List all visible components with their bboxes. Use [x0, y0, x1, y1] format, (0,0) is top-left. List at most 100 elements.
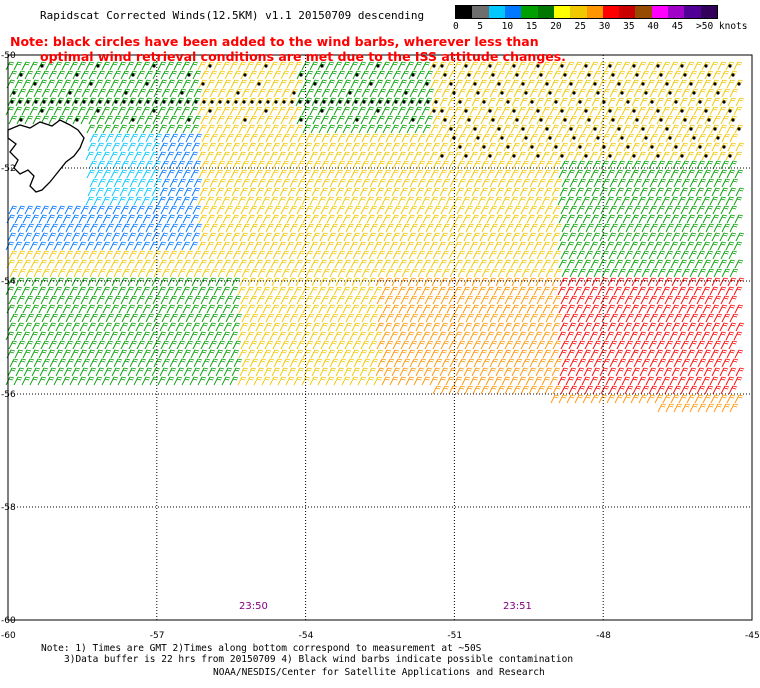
wind-barb	[125, 151, 135, 161]
wind-barb	[526, 349, 536, 359]
wind-barb	[287, 187, 297, 197]
wind-barb	[593, 313, 603, 323]
wind-barb	[17, 268, 27, 278]
wind-barb	[672, 385, 682, 395]
wind-barb	[289, 268, 299, 278]
wind-barb	[713, 178, 723, 188]
wind-barb	[681, 133, 691, 143]
wind-barb	[541, 331, 551, 341]
wind-barb	[329, 88, 339, 98]
wind-barb	[135, 367, 145, 377]
wind-barb	[319, 367, 329, 377]
wind-barb	[553, 223, 563, 233]
contamination-marker	[620, 136, 624, 140]
wind-barb	[96, 70, 106, 80]
wind-barb	[535, 322, 545, 332]
wind-barb	[463, 232, 473, 242]
wind-barb	[529, 358, 539, 368]
wind-barb	[238, 304, 248, 314]
wind-barb	[72, 295, 82, 305]
wind-barb	[85, 61, 95, 71]
wind-barb	[673, 223, 683, 233]
wind-barb	[136, 70, 146, 80]
wind-barb	[607, 187, 617, 197]
wind-barb	[521, 133, 531, 143]
wind-barb	[703, 142, 713, 152]
wind-barb	[503, 187, 513, 197]
wind-barb	[447, 142, 457, 152]
wind-barb	[14, 304, 24, 314]
wind-barb	[88, 295, 98, 305]
wind-barb	[134, 124, 144, 134]
wind-barb	[425, 178, 435, 188]
contamination-marker	[716, 136, 720, 140]
wind-barb	[561, 88, 571, 98]
wind-barb	[72, 115, 82, 125]
wind-barb	[103, 322, 113, 332]
contamination-marker	[314, 100, 318, 104]
contamination-marker	[548, 136, 552, 140]
wind-barb	[581, 106, 591, 116]
wind-barb	[623, 232, 633, 242]
wind-barb	[488, 205, 498, 215]
contamination-marker	[512, 109, 516, 113]
wind-barb	[662, 79, 672, 89]
wind-barb	[406, 79, 416, 89]
wind-barb	[678, 214, 688, 224]
wind-barb	[678, 79, 688, 89]
lon-label: -48	[596, 631, 611, 641]
contamination-marker	[130, 100, 134, 104]
wind-barb	[486, 79, 496, 89]
wind-barb	[153, 268, 163, 278]
wind-barb	[437, 61, 447, 71]
wind-barb	[695, 97, 705, 107]
contamination-marker	[620, 91, 624, 95]
wind-barb	[598, 304, 608, 314]
wind-barb	[541, 286, 551, 296]
wind-barb	[385, 88, 395, 98]
wind-barb	[545, 178, 555, 188]
wind-barb	[542, 349, 552, 359]
contamination-marker	[500, 91, 504, 95]
wind-barb	[273, 358, 283, 368]
wind-barb	[433, 178, 443, 188]
wind-barb	[257, 88, 267, 98]
wind-barb	[448, 295, 458, 305]
wind-barb	[431, 367, 441, 377]
wind-barb	[408, 205, 418, 215]
wind-barb	[73, 88, 83, 98]
wind-barb	[486, 349, 496, 359]
wind-barb	[719, 187, 729, 197]
wind-barb	[217, 358, 227, 368]
wind-barb	[104, 115, 114, 125]
wind-barb	[152, 70, 162, 80]
wind-barb	[711, 232, 721, 242]
wind-barb	[407, 97, 417, 107]
wind-barb	[397, 331, 407, 341]
wind-barb	[615, 97, 625, 107]
wind-barb	[111, 97, 121, 107]
wind-barb	[416, 160, 426, 170]
wind-barb	[672, 205, 682, 215]
wind-barb	[720, 250, 730, 260]
contamination-marker	[512, 154, 516, 158]
wind-barb	[653, 241, 663, 251]
wind-barb	[385, 313, 395, 323]
wind-barb	[553, 178, 563, 188]
wind-barb	[517, 61, 527, 71]
wind-barb	[390, 169, 400, 179]
wind-barb	[577, 178, 587, 188]
wind-barb	[575, 367, 585, 377]
wind-barb	[374, 214, 384, 224]
wind-barb	[254, 304, 264, 314]
wind-barb	[336, 160, 346, 170]
wind-barb	[56, 250, 66, 260]
wind-barb	[225, 88, 235, 98]
wind-barb	[497, 268, 507, 278]
contamination-marker	[665, 127, 669, 131]
wind-barb	[625, 358, 635, 368]
wind-barb	[345, 223, 355, 233]
wind-barb	[385, 268, 395, 278]
contamination-marker	[704, 154, 708, 158]
wind-barb	[416, 295, 426, 305]
